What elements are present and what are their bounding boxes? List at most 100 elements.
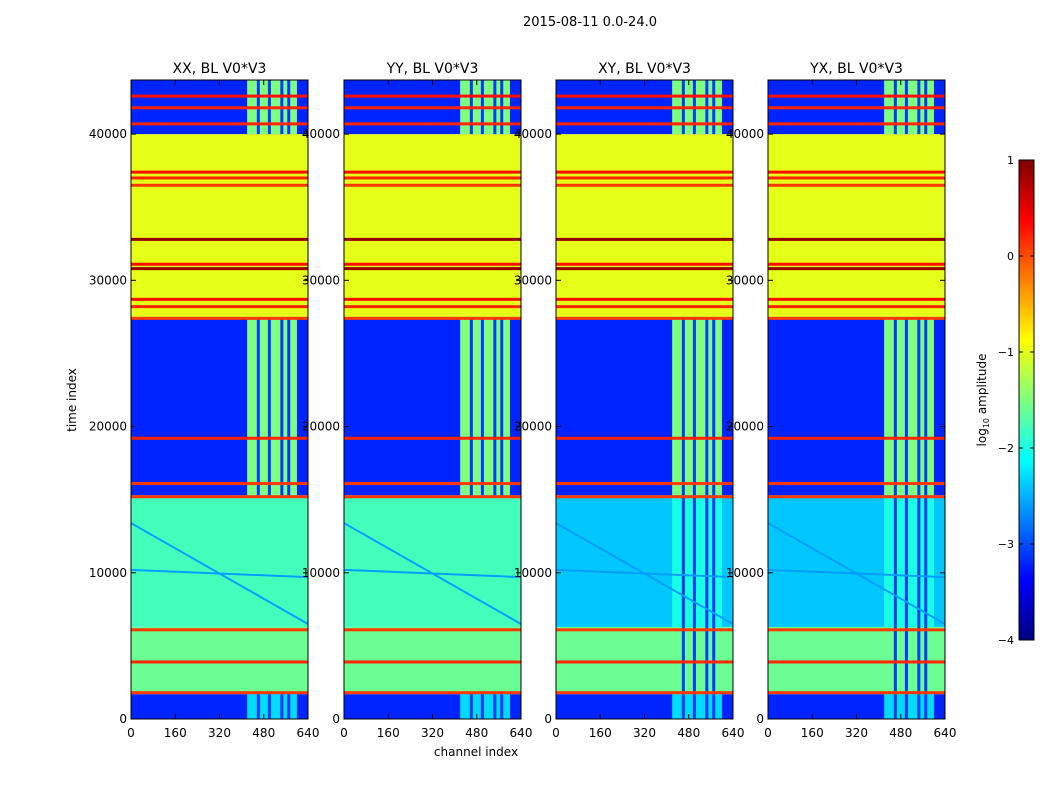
flag-line-12 — [131, 183, 308, 187]
flag-line-13 — [131, 176, 308, 180]
band-gap-0-3 — [712, 694, 716, 719]
band-gap-3-1 — [904, 316, 908, 496]
flag-line-15 — [131, 122, 308, 126]
segment-4 — [131, 134, 308, 317]
trace-1 — [343, 568, 522, 579]
band-gap-2-0 — [893, 495, 897, 627]
band-gap-0-2 — [493, 694, 497, 719]
segment-2 — [344, 495, 521, 627]
flag-line-17 — [131, 94, 308, 98]
flag-line-2 — [556, 628, 733, 632]
flag-line-11 — [556, 237, 733, 241]
flag-line-8 — [556, 297, 733, 301]
y-tick-label: 40000 — [514, 127, 552, 141]
flag-line-9 — [768, 267, 945, 271]
band-gap-0-0 — [681, 694, 685, 719]
x-tick-label: 0 — [552, 726, 560, 740]
band-gap-0-0 — [256, 694, 260, 719]
panel-xy: XY, BL V0*V3 0 160 320 480 640 0 10000 20000 3000… — [514, 61, 745, 740]
y-tick-label: 10000 — [726, 566, 764, 580]
flag-line-7 — [556, 305, 733, 309]
panel-xx: XX, BL V0*V3 0 160 320 480 640 0 10000 20000 3000… — [89, 61, 320, 740]
y-tick-label: 30000 — [89, 273, 127, 287]
trace-1 — [555, 568, 734, 579]
flag-line-11 — [344, 237, 521, 241]
flag-line-4 — [344, 482, 521, 486]
band-gap-0-0 — [893, 694, 897, 719]
x-tick-label: 0 — [764, 726, 772, 740]
flag-line-17 — [344, 94, 521, 98]
x-tick-label: 320 — [421, 726, 444, 740]
band-gap-0-2 — [917, 694, 921, 719]
flag-line-8 — [344, 297, 521, 301]
segment-4 — [768, 134, 945, 317]
y-tick-label: 10000 — [302, 566, 340, 580]
band-gap-3-0 — [469, 316, 473, 496]
band-gap-0-1 — [267, 694, 271, 719]
flag-line-7 — [768, 305, 945, 309]
flag-line-6 — [556, 316, 733, 320]
flag-line-3 — [344, 495, 521, 499]
flag-line-17 — [768, 94, 945, 98]
colorbar-label: log10 amplitude — [975, 354, 991, 447]
panel-yx: YX, BL V0*V3 0 160 320 480 640 0 10000 20000 3000… — [726, 61, 957, 740]
y-axis-label: time index — [65, 368, 79, 432]
x-tick-label: 640 — [722, 726, 745, 740]
flag-line-14 — [344, 170, 521, 174]
y-tick-label: 40000 — [302, 127, 340, 141]
panel-title: YY, BL V0*V3 — [386, 61, 479, 77]
band-gap-3-1 — [480, 316, 484, 496]
band-gap-0-3 — [924, 694, 928, 719]
flag-line-6 — [768, 316, 945, 320]
band-gap-2-2 — [917, 495, 921, 627]
x-tick-label: 160 — [377, 726, 400, 740]
x-tick-label: 160 — [164, 726, 187, 740]
band-gap-3-2 — [493, 316, 497, 496]
y-tick-label: 20000 — [89, 420, 127, 434]
flag-line-1 — [556, 660, 733, 664]
flag-line-8 — [131, 297, 308, 301]
flag-line-10 — [556, 262, 733, 266]
flag-line-17 — [556, 94, 733, 98]
flag-line-15 — [344, 122, 521, 126]
x-tick-label: 480 — [889, 726, 912, 740]
y-tick-label: 20000 — [302, 420, 340, 434]
x-tick-label: 480 — [465, 726, 488, 740]
flag-line-0 — [768, 691, 945, 695]
y-tick-label: 0 — [544, 712, 552, 726]
flag-line-2 — [768, 628, 945, 632]
flag-line-7 — [344, 305, 521, 309]
flag-line-15 — [768, 122, 945, 126]
colorbar-tick-label: 1 — [1007, 154, 1014, 167]
flag-line-4 — [131, 482, 308, 486]
band-gap-3-1 — [267, 316, 271, 496]
flag-line-5 — [768, 436, 945, 440]
band-gap-0-1 — [904, 694, 908, 719]
flag-line-6 — [131, 316, 308, 320]
y-tick-label: 40000 — [726, 127, 764, 141]
flag-line-14 — [768, 170, 945, 174]
flag-line-12 — [556, 183, 733, 187]
x-tick-label: 160 — [589, 726, 612, 740]
colorbar-tick-label: −1 — [998, 346, 1014, 359]
flag-line-16 — [556, 106, 733, 110]
y-tick-label: 0 — [332, 712, 340, 726]
flag-line-12 — [344, 183, 521, 187]
colorbar: 1 0 −1 −2 −3 −4 log10 amplitude — [975, 154, 1035, 647]
flag-line-11 — [131, 237, 308, 241]
band-gap-0-0 — [469, 694, 473, 719]
colorbar-rect — [1018, 159, 1035, 641]
flag-line-10 — [344, 262, 521, 266]
x-tick-label: 640 — [297, 726, 320, 740]
x-tick-label: 640 — [510, 726, 533, 740]
flag-line-2 — [131, 628, 308, 632]
band-gap-3-2 — [705, 316, 709, 496]
band-gap-0-2 — [280, 694, 284, 719]
band-gap-2-3 — [712, 495, 716, 627]
flag-line-13 — [344, 176, 521, 180]
x-tick-label: 320 — [633, 726, 656, 740]
band-gap-0-2 — [705, 694, 709, 719]
x-tick-label: 0 — [340, 726, 348, 740]
flag-line-14 — [556, 170, 733, 174]
x-tick-label: 320 — [208, 726, 231, 740]
